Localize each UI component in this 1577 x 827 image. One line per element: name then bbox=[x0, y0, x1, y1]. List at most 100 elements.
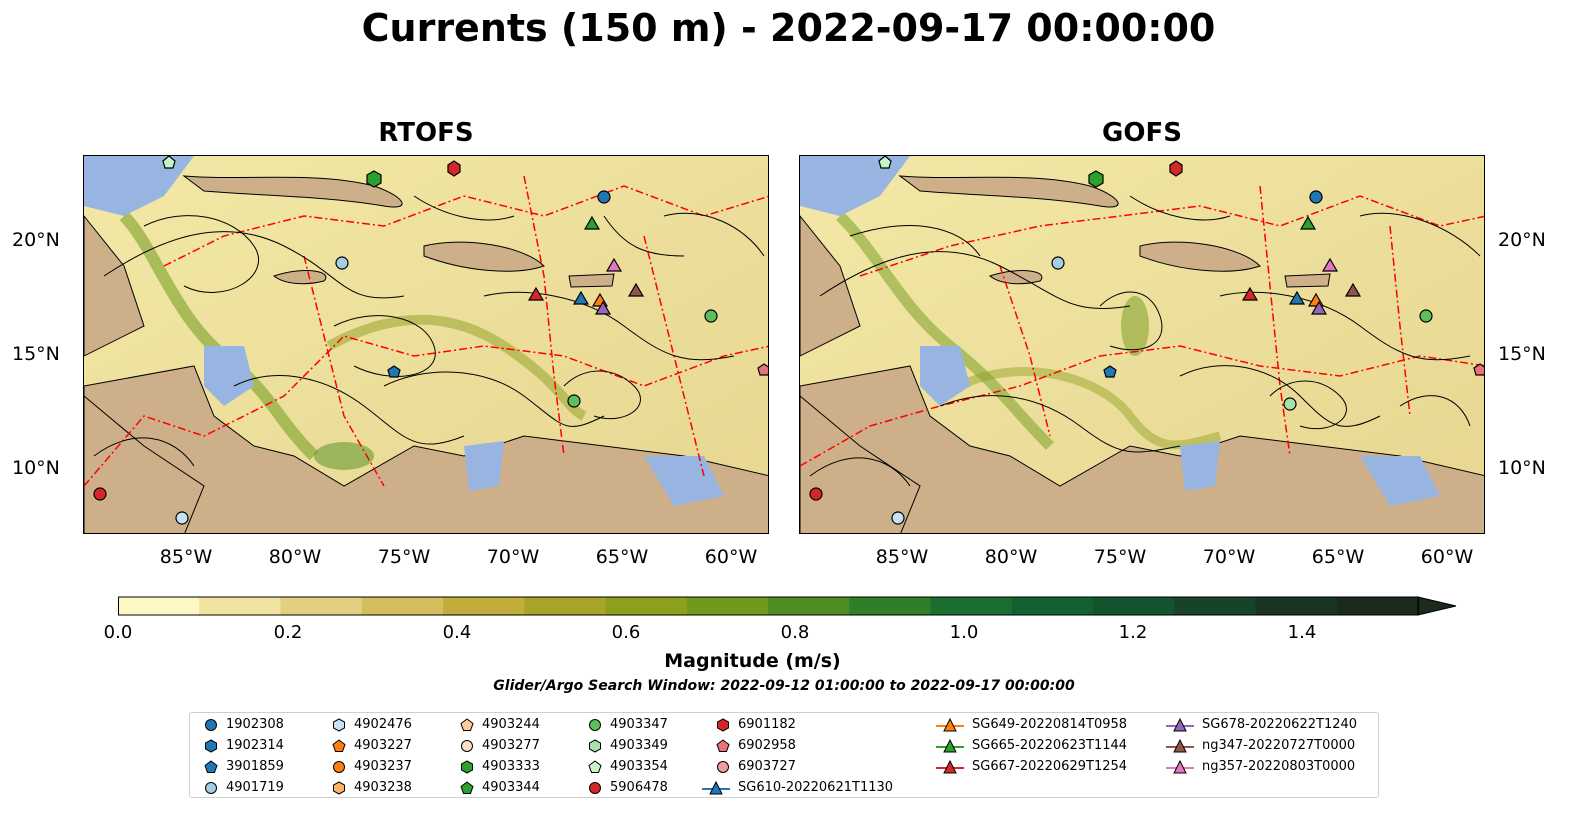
lat-label-right: 10°N bbox=[1498, 457, 1546, 479]
colorbar-segment bbox=[361, 597, 444, 615]
legend-label: 1902314 bbox=[226, 738, 284, 753]
colorbar-segment bbox=[524, 597, 606, 615]
legend-item: 4903227 bbox=[332, 736, 412, 756]
legend-label: 4901719 bbox=[226, 780, 284, 795]
triangle-line-marker-icon bbox=[702, 780, 730, 794]
land-south-america bbox=[84, 365, 768, 533]
colorbar-tick: 0.6 bbox=[611, 622, 641, 643]
legend-item: SG678-20220622T1240 bbox=[1166, 715, 1357, 735]
colorbar-segment bbox=[199, 597, 281, 615]
pentagon-marker-icon bbox=[460, 717, 474, 731]
hexagon-marker-icon bbox=[205, 738, 217, 753]
land-hispaniola bbox=[423, 241, 545, 272]
legend-item: 4902476 bbox=[332, 715, 412, 735]
land-jamaica bbox=[988, 270, 1043, 285]
legend-item: SG665-20220623T1144 bbox=[936, 736, 1127, 756]
colorbar-label: Magnitude (m/s) bbox=[664, 650, 841, 672]
land-central-america bbox=[84, 395, 205, 533]
legend-label: 4903244 bbox=[482, 717, 540, 732]
pentagon-marker-icon bbox=[204, 759, 218, 773]
lat-label-left: 10°N bbox=[12, 457, 60, 479]
lon-label: 70°W bbox=[486, 546, 540, 568]
legend-label: 1902308 bbox=[226, 717, 284, 732]
lon-label: 75°W bbox=[1093, 546, 1147, 568]
circle-marker-icon bbox=[333, 760, 345, 773]
legend-label: SG678-20220622T1240 bbox=[1202, 717, 1358, 732]
colorbar-segment bbox=[1336, 597, 1419, 615]
legend-item: ng357-20220803T0000 bbox=[1166, 757, 1355, 777]
colorbar-segment bbox=[930, 597, 1013, 615]
search-window-subtitle: Glider/Argo Search Window: 2022-09-12 01… bbox=[493, 678, 1075, 694]
pentagon-marker-icon bbox=[716, 738, 730, 752]
legend-label: 4903333 bbox=[482, 759, 540, 774]
eddy-core bbox=[314, 442, 374, 470]
legend-label: SG667-20220629T1254 bbox=[972, 759, 1128, 774]
hexagon-marker-icon bbox=[333, 717, 345, 732]
triangle-line-marker-icon bbox=[936, 738, 964, 752]
land-puerto-rico bbox=[1284, 273, 1331, 288]
colorbar-segment bbox=[1011, 597, 1094, 615]
legend-label: 4903344 bbox=[482, 780, 540, 795]
hexagon-marker-icon bbox=[717, 717, 729, 732]
legend-label: SG649-20220814T0958 bbox=[972, 717, 1128, 732]
legend-label: 3901859 bbox=[226, 759, 284, 774]
legend-item: 5906478 bbox=[588, 778, 668, 798]
circle-marker-icon bbox=[461, 739, 473, 752]
triangle-line-marker-icon bbox=[1166, 717, 1194, 731]
legend-label: 4903238 bbox=[354, 780, 412, 795]
colorbar-frame bbox=[118, 596, 1419, 616]
legend-label: 6903727 bbox=[738, 759, 796, 774]
colorbar-tick: 1.0 bbox=[949, 622, 979, 643]
legend-item: SG610-20220621T1130 bbox=[702, 778, 893, 798]
legend-item: 3901859 bbox=[204, 757, 284, 777]
legend-label: 6901182 bbox=[738, 717, 796, 732]
shelf-honduras bbox=[920, 346, 970, 406]
land-yucatan bbox=[84, 215, 145, 357]
legend-item: 6902958 bbox=[716, 736, 796, 756]
colorbar-segment bbox=[849, 597, 931, 615]
colorbar-segment bbox=[1093, 597, 1175, 615]
legend-label: 4903277 bbox=[482, 738, 540, 753]
colorbar-segment bbox=[686, 597, 769, 615]
colorbar-tick: 0.2 bbox=[273, 622, 303, 643]
hexagon-marker-icon bbox=[461, 759, 473, 774]
legend-label: 4903354 bbox=[610, 759, 668, 774]
circle-marker-icon bbox=[205, 781, 217, 794]
figure-title: Currents (150 m) - 2022-09-17 00:00:00 bbox=[361, 6, 1216, 50]
legend-item: 4903344 bbox=[460, 778, 540, 798]
lon-label: 65°W bbox=[595, 546, 649, 568]
colorbar-tick: 0.8 bbox=[780, 622, 810, 643]
legend-label: SG610-20220621T1130 bbox=[738, 780, 894, 795]
lat-label-right: 20°N bbox=[1498, 229, 1546, 251]
triangle-line-marker-icon bbox=[1166, 738, 1194, 752]
legend-label: 5906478 bbox=[610, 780, 668, 795]
triangle-line-marker-icon bbox=[936, 717, 964, 731]
hexagon-marker-icon bbox=[589, 738, 601, 753]
shelf-gulf bbox=[800, 156, 910, 216]
strong-current-band bbox=[836, 212, 1054, 450]
land-south-america bbox=[800, 365, 1484, 533]
lon-label: 75°W bbox=[377, 546, 431, 568]
markers bbox=[809, 156, 1484, 525]
shelf-orinoco bbox=[1360, 456, 1440, 506]
colorbar-tick: 0.0 bbox=[103, 622, 133, 643]
legend: 1902308 1902314 3901859 4901719 4902476 49032… bbox=[189, 712, 1379, 798]
legend-item: SG667-20220629T1254 bbox=[936, 757, 1127, 777]
colorbar-segment bbox=[280, 597, 363, 615]
lon-label: 85°W bbox=[159, 546, 213, 568]
land-hispaniola bbox=[1139, 241, 1261, 272]
lon-label: 80°W bbox=[268, 546, 322, 568]
lon-label: 80°W bbox=[984, 546, 1038, 568]
hexagon-marker-icon bbox=[333, 780, 345, 795]
colorbar-segment bbox=[605, 597, 688, 615]
legend-label: 4903347 bbox=[610, 717, 668, 732]
front-lines bbox=[800, 185, 1484, 467]
land-yucatan bbox=[800, 215, 861, 357]
streamlines bbox=[93, 195, 765, 467]
legend-item: SG649-20220814T0958 bbox=[936, 715, 1127, 735]
colorbar-segment bbox=[443, 597, 525, 615]
legend-item: 4903237 bbox=[332, 757, 412, 777]
circle-marker-icon bbox=[589, 718, 601, 731]
colorbar-tick: 0.4 bbox=[442, 622, 472, 643]
shelf-maracaibo bbox=[1180, 441, 1220, 491]
